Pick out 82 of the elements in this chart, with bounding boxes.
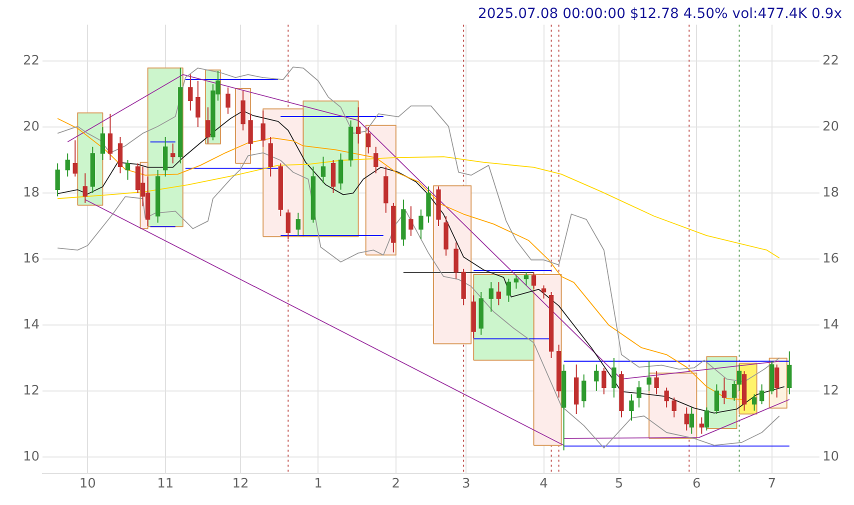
candlestick: [722, 377, 727, 405]
chart-title: 2025.07.08 00:00:00 $12.78 4.50% vol:477.4K 0.9x: [478, 6, 842, 22]
candlestick: [672, 397, 676, 418]
y2-tick-label: 20: [822, 119, 840, 134]
x-tick-label: 2: [392, 476, 400, 492]
candlestick: [506, 278, 512, 302]
candlestick: [496, 282, 501, 306]
candlestick: [356, 106, 361, 144]
candlestick: [714, 384, 720, 415]
y-tick-label: 16: [22, 251, 40, 266]
candlestick: [163, 136, 168, 178]
candlestick: [524, 272, 529, 286]
y2-tick-label: 12: [822, 383, 840, 398]
candlestick: [582, 374, 586, 408]
candlestick: [170, 143, 176, 164]
candlestick: [188, 74, 193, 112]
candlestick: [408, 206, 414, 236]
candlestick: [330, 160, 336, 194]
candlestick: [366, 126, 371, 154]
candlestick: [531, 272, 536, 290]
y-tick-label: 22: [22, 53, 40, 68]
candlestick: [689, 406, 694, 434]
candlestick: [454, 242, 458, 280]
candlestick: [206, 106, 210, 144]
candlestick: [374, 146, 378, 174]
candlestick: [65, 152, 70, 178]
x-tick-label: 6: [692, 476, 701, 492]
candlestick: [629, 394, 634, 422]
candlestick: [240, 90, 246, 131]
candlestick: [226, 86, 230, 114]
y2-tick-label: 10: [822, 449, 840, 464]
y-tick-label: 20: [22, 119, 40, 134]
candlestick: [320, 156, 326, 184]
candlestick: [72, 140, 78, 178]
x-tick-label: 3: [462, 476, 470, 492]
candlestick: [646, 360, 652, 392]
y2-tick-label: 22: [822, 53, 840, 68]
candlestick: [286, 209, 290, 240]
candlestick: [268, 136, 273, 178]
candlestick: [612, 357, 616, 398]
x-tick-label: 5: [614, 476, 624, 492]
candlestick: [774, 364, 780, 398]
x-tick-label: 4: [540, 476, 548, 492]
candlestick: [418, 209, 424, 240]
x-tick-label: 10: [79, 476, 96, 492]
candlestick: [654, 370, 659, 395]
candlestick: [759, 384, 764, 405]
x-tick-label: 11: [157, 476, 174, 492]
candlestick: [664, 387, 669, 408]
candlestick: [125, 160, 130, 180]
candlestick: [338, 152, 344, 190]
candlestick: [260, 110, 266, 148]
candlestick: [118, 136, 123, 174]
candlestick: [248, 113, 253, 151]
candlestick: [426, 186, 431, 224]
candlestick: [636, 380, 642, 408]
y2-tick-label: 16: [822, 251, 840, 266]
y-tick-label: 14: [22, 317, 40, 332]
candlestick: [602, 367, 606, 395]
x-tick-label: 7: [768, 476, 776, 492]
candlestick: [704, 406, 710, 432]
candlestick: [488, 282, 494, 312]
candlestick: [699, 416, 704, 434]
y2-tick-label: 18: [822, 185, 840, 200]
candlestick: [594, 364, 599, 392]
y2-tick-label: 14: [822, 317, 840, 332]
candlestick: [296, 212, 301, 236]
candlestick: [514, 274, 519, 290]
candlestick: [684, 406, 689, 432]
y-tick-label: 10: [22, 449, 40, 464]
candlestick: [196, 80, 200, 128]
candlestick: [752, 394, 757, 412]
x-tick-label: 1: [314, 476, 322, 492]
candlestick: [82, 172, 88, 204]
y-tick-label: 18: [22, 185, 40, 200]
candlestick: [541, 284, 546, 300]
candlestick: [100, 126, 106, 161]
y-tick-label: 12: [22, 383, 40, 398]
candlestick: [55, 162, 60, 197]
x-tick-label: 12: [232, 476, 249, 492]
candlestick: [787, 350, 792, 395]
candlestick: [108, 113, 113, 161]
